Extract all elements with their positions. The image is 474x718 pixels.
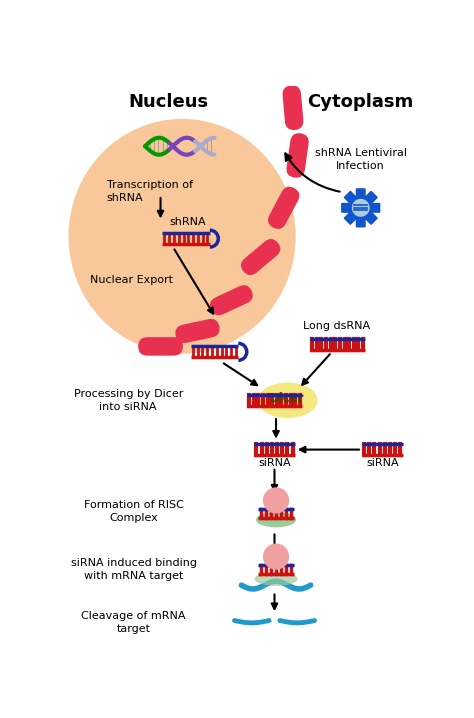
Text: siRNA: siRNA [258,459,291,468]
Text: siRNA induced binding
with mRNA target: siRNA induced binding with mRNA target [71,558,197,582]
Text: Processing by Dicer
into siRNA: Processing by Dicer into siRNA [73,388,183,412]
FancyBboxPatch shape [344,210,358,225]
FancyBboxPatch shape [369,202,380,213]
FancyBboxPatch shape [283,85,303,130]
FancyBboxPatch shape [341,202,352,213]
Text: shRNA: shRNA [169,218,206,228]
Text: Cytoplasm: Cytoplasm [308,93,414,111]
Text: Nuclear Export: Nuclear Export [90,275,173,285]
FancyBboxPatch shape [268,187,300,229]
FancyBboxPatch shape [356,216,366,228]
Ellipse shape [255,572,298,586]
Ellipse shape [69,119,296,354]
Text: Dicer: Dicer [270,392,305,405]
Text: Transcription of
shRNA: Transcription of shRNA [107,180,192,203]
Ellipse shape [256,512,296,527]
Text: Cleavage of mRNA
target: Cleavage of mRNA target [82,611,186,635]
FancyBboxPatch shape [356,188,366,200]
Circle shape [263,544,289,569]
FancyBboxPatch shape [175,319,219,343]
FancyBboxPatch shape [138,337,183,355]
Text: Nucleus: Nucleus [128,93,208,111]
Ellipse shape [257,383,318,418]
FancyBboxPatch shape [286,133,309,178]
FancyBboxPatch shape [344,191,358,205]
FancyBboxPatch shape [241,239,281,275]
Text: Long dsRNA: Long dsRNA [302,322,370,332]
FancyBboxPatch shape [364,191,378,205]
FancyBboxPatch shape [210,285,253,315]
Circle shape [263,488,289,513]
Text: siRNA: siRNA [366,459,399,468]
Circle shape [350,197,372,218]
Text: shRNA Lentiviral
Infection: shRNA Lentiviral Infection [315,148,407,171]
Text: Formation of RISC
Complex: Formation of RISC Complex [83,500,183,523]
FancyBboxPatch shape [364,210,378,225]
